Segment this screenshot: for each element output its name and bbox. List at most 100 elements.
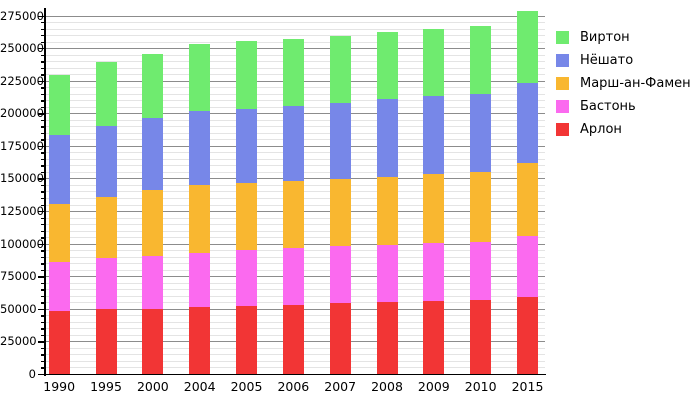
y-minor-tick xyxy=(41,250,45,252)
y-major-tick xyxy=(38,374,45,376)
legend-label: Нёшато xyxy=(580,53,634,68)
x-axis-tick-label: 2007 xyxy=(324,379,357,394)
bar-segment xyxy=(470,93,492,173)
y-minor-tick xyxy=(41,328,45,330)
x-axis-tick-label: 2009 xyxy=(417,379,450,394)
x-axis-tick-label: 2006 xyxy=(277,379,310,394)
minor-gridline xyxy=(45,35,545,37)
y-major-tick xyxy=(38,276,45,278)
y-minor-tick xyxy=(41,263,45,265)
legend-item: Нёшато xyxy=(556,53,691,68)
legend-label: Виртон xyxy=(580,30,630,45)
bar-segment xyxy=(282,304,304,375)
legend-item: Бастонь xyxy=(556,99,691,114)
y-minor-tick xyxy=(41,198,45,200)
legend-color-swatch xyxy=(556,77,569,90)
bar-segment xyxy=(189,44,211,112)
bar-segment xyxy=(282,38,304,106)
major-gridline xyxy=(45,15,545,17)
y-minor-tick xyxy=(41,28,45,30)
bar-segment xyxy=(236,306,258,375)
legend-item: Виртон xyxy=(556,30,691,45)
bar-segment xyxy=(48,261,70,312)
x-axis-tick-label: 2015 xyxy=(511,379,544,394)
bar-segment xyxy=(376,302,398,375)
x-axis-tick-label: 2008 xyxy=(371,379,403,394)
y-major-tick xyxy=(38,145,45,148)
bar-segment xyxy=(470,25,492,94)
legend-label: Марш-ан-Фамен xyxy=(580,76,691,91)
y-major-tick xyxy=(38,243,45,246)
y-axis-tick-label: 125000 xyxy=(0,204,44,219)
y-minor-tick xyxy=(41,61,45,63)
legend-color-swatch xyxy=(556,100,569,113)
x-axis-tick-label: 1990 xyxy=(43,379,76,394)
bar-segment xyxy=(423,301,445,375)
y-minor-tick xyxy=(41,158,45,161)
y-minor-tick xyxy=(41,74,45,76)
bar-segment xyxy=(470,172,492,243)
x-axis-line xyxy=(40,373,546,376)
y-minor-tick xyxy=(41,224,45,226)
bar-segment xyxy=(95,62,117,127)
bar-segment xyxy=(189,111,211,186)
y-axis-tick-label: 225000 xyxy=(0,73,44,88)
bar-segment xyxy=(95,196,117,258)
bar-segment xyxy=(142,308,164,375)
y-minor-tick xyxy=(41,367,45,369)
y-minor-tick xyxy=(41,360,45,363)
legend-color-swatch xyxy=(556,123,569,136)
legend-item: Марш-ан-Фамен xyxy=(556,76,691,91)
bar-segment xyxy=(142,190,164,256)
y-minor-tick xyxy=(41,256,45,259)
y-minor-tick xyxy=(41,334,45,337)
y-major-tick xyxy=(38,48,45,50)
y-minor-tick xyxy=(41,67,45,70)
y-axis-tick-label: 0 xyxy=(28,367,36,381)
bar-segment xyxy=(376,244,398,303)
bar-segment xyxy=(517,83,538,164)
y-minor-tick xyxy=(41,237,45,239)
minor-gridline xyxy=(45,28,545,30)
y-minor-tick xyxy=(41,87,45,89)
y-axis-tick-label: 50000 xyxy=(0,301,37,316)
y-minor-tick xyxy=(41,54,45,56)
bar-segment xyxy=(517,11,538,84)
y-minor-tick xyxy=(41,106,45,109)
y-minor-tick xyxy=(41,295,45,298)
bar-segment xyxy=(48,204,70,262)
y-minor-tick xyxy=(41,152,45,154)
bar-segment xyxy=(376,99,398,177)
bar-segment xyxy=(282,248,304,305)
legend-item: Арлон xyxy=(556,122,691,137)
bar-segment xyxy=(48,75,70,136)
y-axis-tick-label: 275000 xyxy=(0,8,44,23)
y-axis-tick-label: 175000 xyxy=(0,138,44,153)
legend-color-swatch xyxy=(556,31,569,44)
y-axis-tick-label: 250000 xyxy=(0,41,44,56)
bar-segment xyxy=(48,135,70,205)
bar-segment xyxy=(517,296,538,375)
bar-segment xyxy=(189,307,211,375)
x-axis-tick-label: 2004 xyxy=(183,379,216,394)
y-minor-tick xyxy=(41,204,45,206)
bar-segment xyxy=(282,105,304,181)
y-minor-tick xyxy=(41,126,45,128)
bar-segment xyxy=(423,174,445,244)
y-minor-tick xyxy=(41,165,45,167)
y-axis-tick-label: 200000 xyxy=(0,106,44,121)
y-minor-tick xyxy=(41,354,45,356)
y-major-tick xyxy=(38,211,45,213)
y-minor-tick xyxy=(41,315,45,317)
y-minor-tick xyxy=(41,119,45,122)
y-minor-tick xyxy=(41,22,45,24)
y-minor-tick xyxy=(41,41,45,43)
y-major-tick xyxy=(38,178,45,180)
bar-segment xyxy=(236,182,258,250)
bar-segment xyxy=(329,178,351,247)
y-minor-tick xyxy=(41,139,45,141)
legend: Виртон Нёшато Марш-ан-Фамен Бастонь Арлон xyxy=(556,30,691,146)
